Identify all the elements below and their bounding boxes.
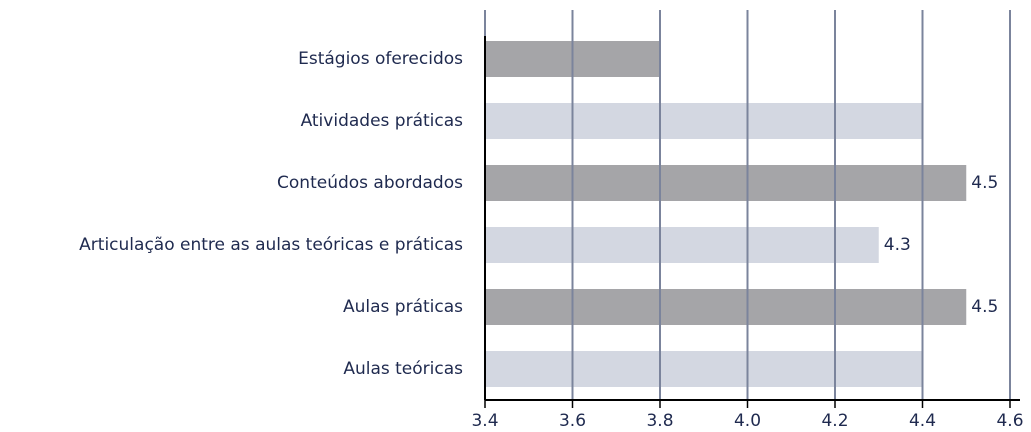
x-tick-label: 3.4 <box>471 411 498 431</box>
y-tick-label: Conteúdos abordados <box>277 173 463 193</box>
y-tick-label: Articulação entre as aulas teóricas e pr… <box>79 235 463 255</box>
y-tick-label: Aulas teóricas <box>343 359 463 379</box>
x-tick-label: 4.6 <box>996 411 1023 431</box>
bar <box>485 165 967 201</box>
bar <box>485 289 967 325</box>
x-tick-label: 3.6 <box>559 411 586 431</box>
bar <box>485 103 923 139</box>
value-label: 4.3 <box>884 235 911 255</box>
value-label: 4.5 <box>971 297 998 317</box>
x-tick-label: 4.0 <box>734 411 761 431</box>
x-tick-label: 4.4 <box>909 411 936 431</box>
bar <box>485 351 923 387</box>
y-tick-label: Aulas práticas <box>343 297 463 317</box>
y-tick-label: Estágios oferecidos <box>298 49 463 69</box>
bar <box>485 227 879 263</box>
x-tick-label: 3.8 <box>646 411 673 431</box>
x-tick-label: 4.2 <box>821 411 848 431</box>
value-label: 4.5 <box>971 173 998 193</box>
y-tick-label: Atividades práticas <box>301 111 464 131</box>
